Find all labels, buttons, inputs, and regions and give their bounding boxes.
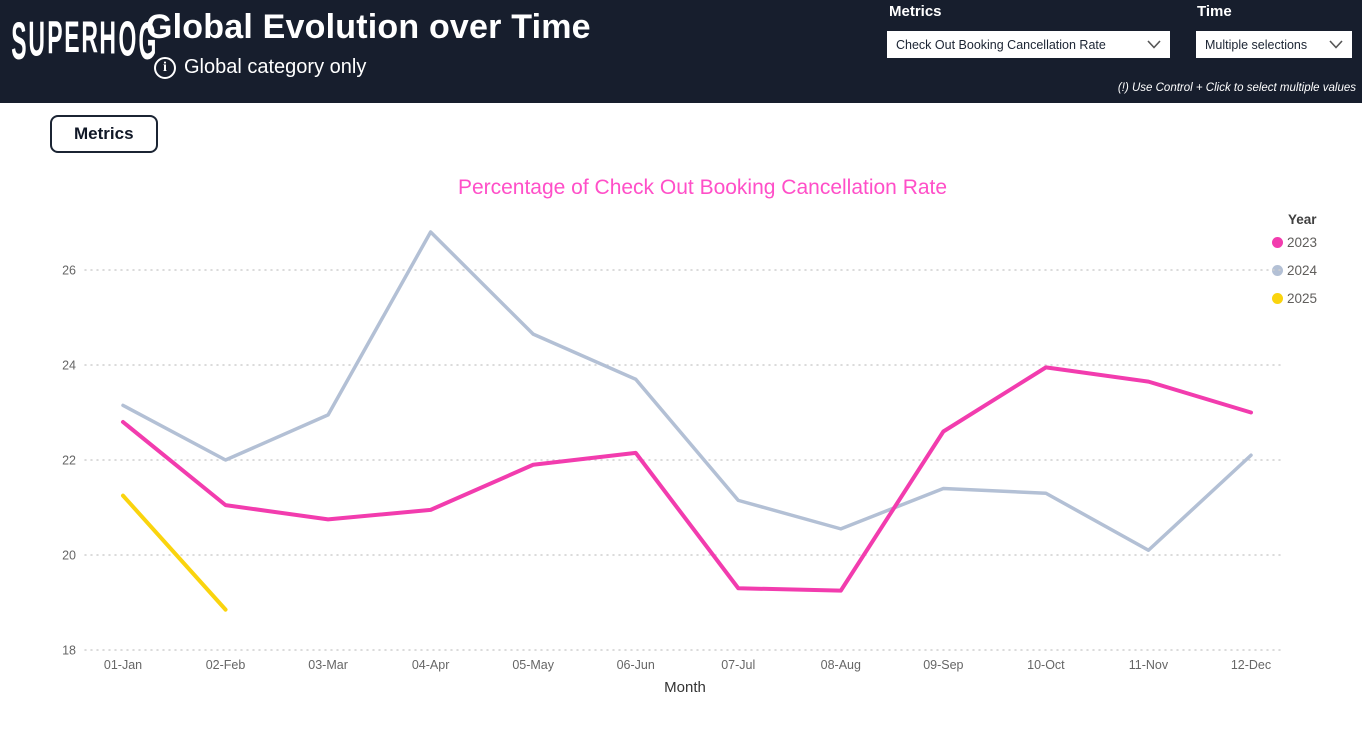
y-tick-label: 26 — [62, 264, 76, 278]
legend-dot-2024 — [1272, 265, 1283, 276]
y-tick-label: 22 — [62, 454, 76, 468]
legend-label: 2025 — [1287, 291, 1318, 306]
time-dropdown[interactable]: Multiple selections — [1196, 31, 1352, 58]
legend-items: 2023 2024 2025 — [1272, 235, 1360, 306]
x-tick-label: 10-Oct — [1027, 658, 1065, 672]
x-tick-label: 09-Sep — [923, 658, 963, 672]
legend-item-2025[interactable]: 2025 — [1272, 291, 1360, 306]
legend-title: Year — [1288, 212, 1317, 227]
info-icon[interactable]: i — [154, 56, 176, 79]
metrics-dropdown-label: Metrics — [889, 3, 942, 20]
metrics-dropdown[interactable]: Check Out Booking Cancellation Rate — [887, 31, 1170, 58]
x-axis-title: Month — [664, 679, 706, 696]
x-tick-label: 11-Nov — [1129, 658, 1169, 672]
x-tick-label: 06-Jun — [617, 658, 655, 672]
x-tick-label: 05-May — [512, 658, 554, 672]
time-dropdown-value: Multiple selections — [1205, 37, 1308, 52]
x-tick-label: 12-Dec — [1231, 658, 1271, 672]
series-line-2025[interactable] — [121, 493, 228, 612]
y-tick-label: 18 — [62, 644, 76, 658]
x-tick-label: 08-Aug — [821, 658, 861, 672]
chart-legend: Year 2023 2024 2025 — [1272, 212, 1360, 319]
chevron-down-icon — [1329, 40, 1343, 49]
legend-item-2024[interactable]: 2024 — [1272, 263, 1360, 278]
legend-item-2023[interactable]: 2023 — [1272, 235, 1360, 250]
x-tick-label: 01-Jan — [104, 658, 142, 672]
x-tick-label: 03-Mar — [308, 658, 348, 672]
metrics-dropdown-value: Check Out Booking Cancellation Rate — [896, 37, 1106, 52]
legend-dot-2025 — [1272, 293, 1283, 304]
x-tick-label: 07-Jul — [721, 658, 755, 672]
x-tick-label: 04-Apr — [412, 658, 450, 672]
series-line-2023[interactable] — [121, 365, 1253, 593]
legend-label: 2023 — [1287, 235, 1318, 250]
series-line-2024[interactable] — [121, 230, 1253, 552]
legend-dot-2023 — [1272, 237, 1283, 248]
time-dropdown-label: Time — [1197, 3, 1232, 20]
y-tick-label: 20 — [62, 549, 76, 563]
chevron-down-icon — [1147, 40, 1161, 49]
page-title: Global Evolution over Time — [146, 8, 591, 46]
multi-select-hint: (!) Use Control + Click to select multip… — [1117, 82, 1356, 94]
page-subtitle: Global category only — [184, 56, 367, 78]
page-subtitle-row: i Global category only — [154, 56, 366, 79]
legend-label: 2024 — [1287, 263, 1318, 278]
chart-title: Percentage of Check Out Booking Cancella… — [457, 176, 948, 199]
metrics-button[interactable]: Metrics — [50, 115, 158, 153]
x-tick-label: 02-Feb — [206, 658, 246, 672]
y-tick-label: 24 — [62, 359, 76, 373]
